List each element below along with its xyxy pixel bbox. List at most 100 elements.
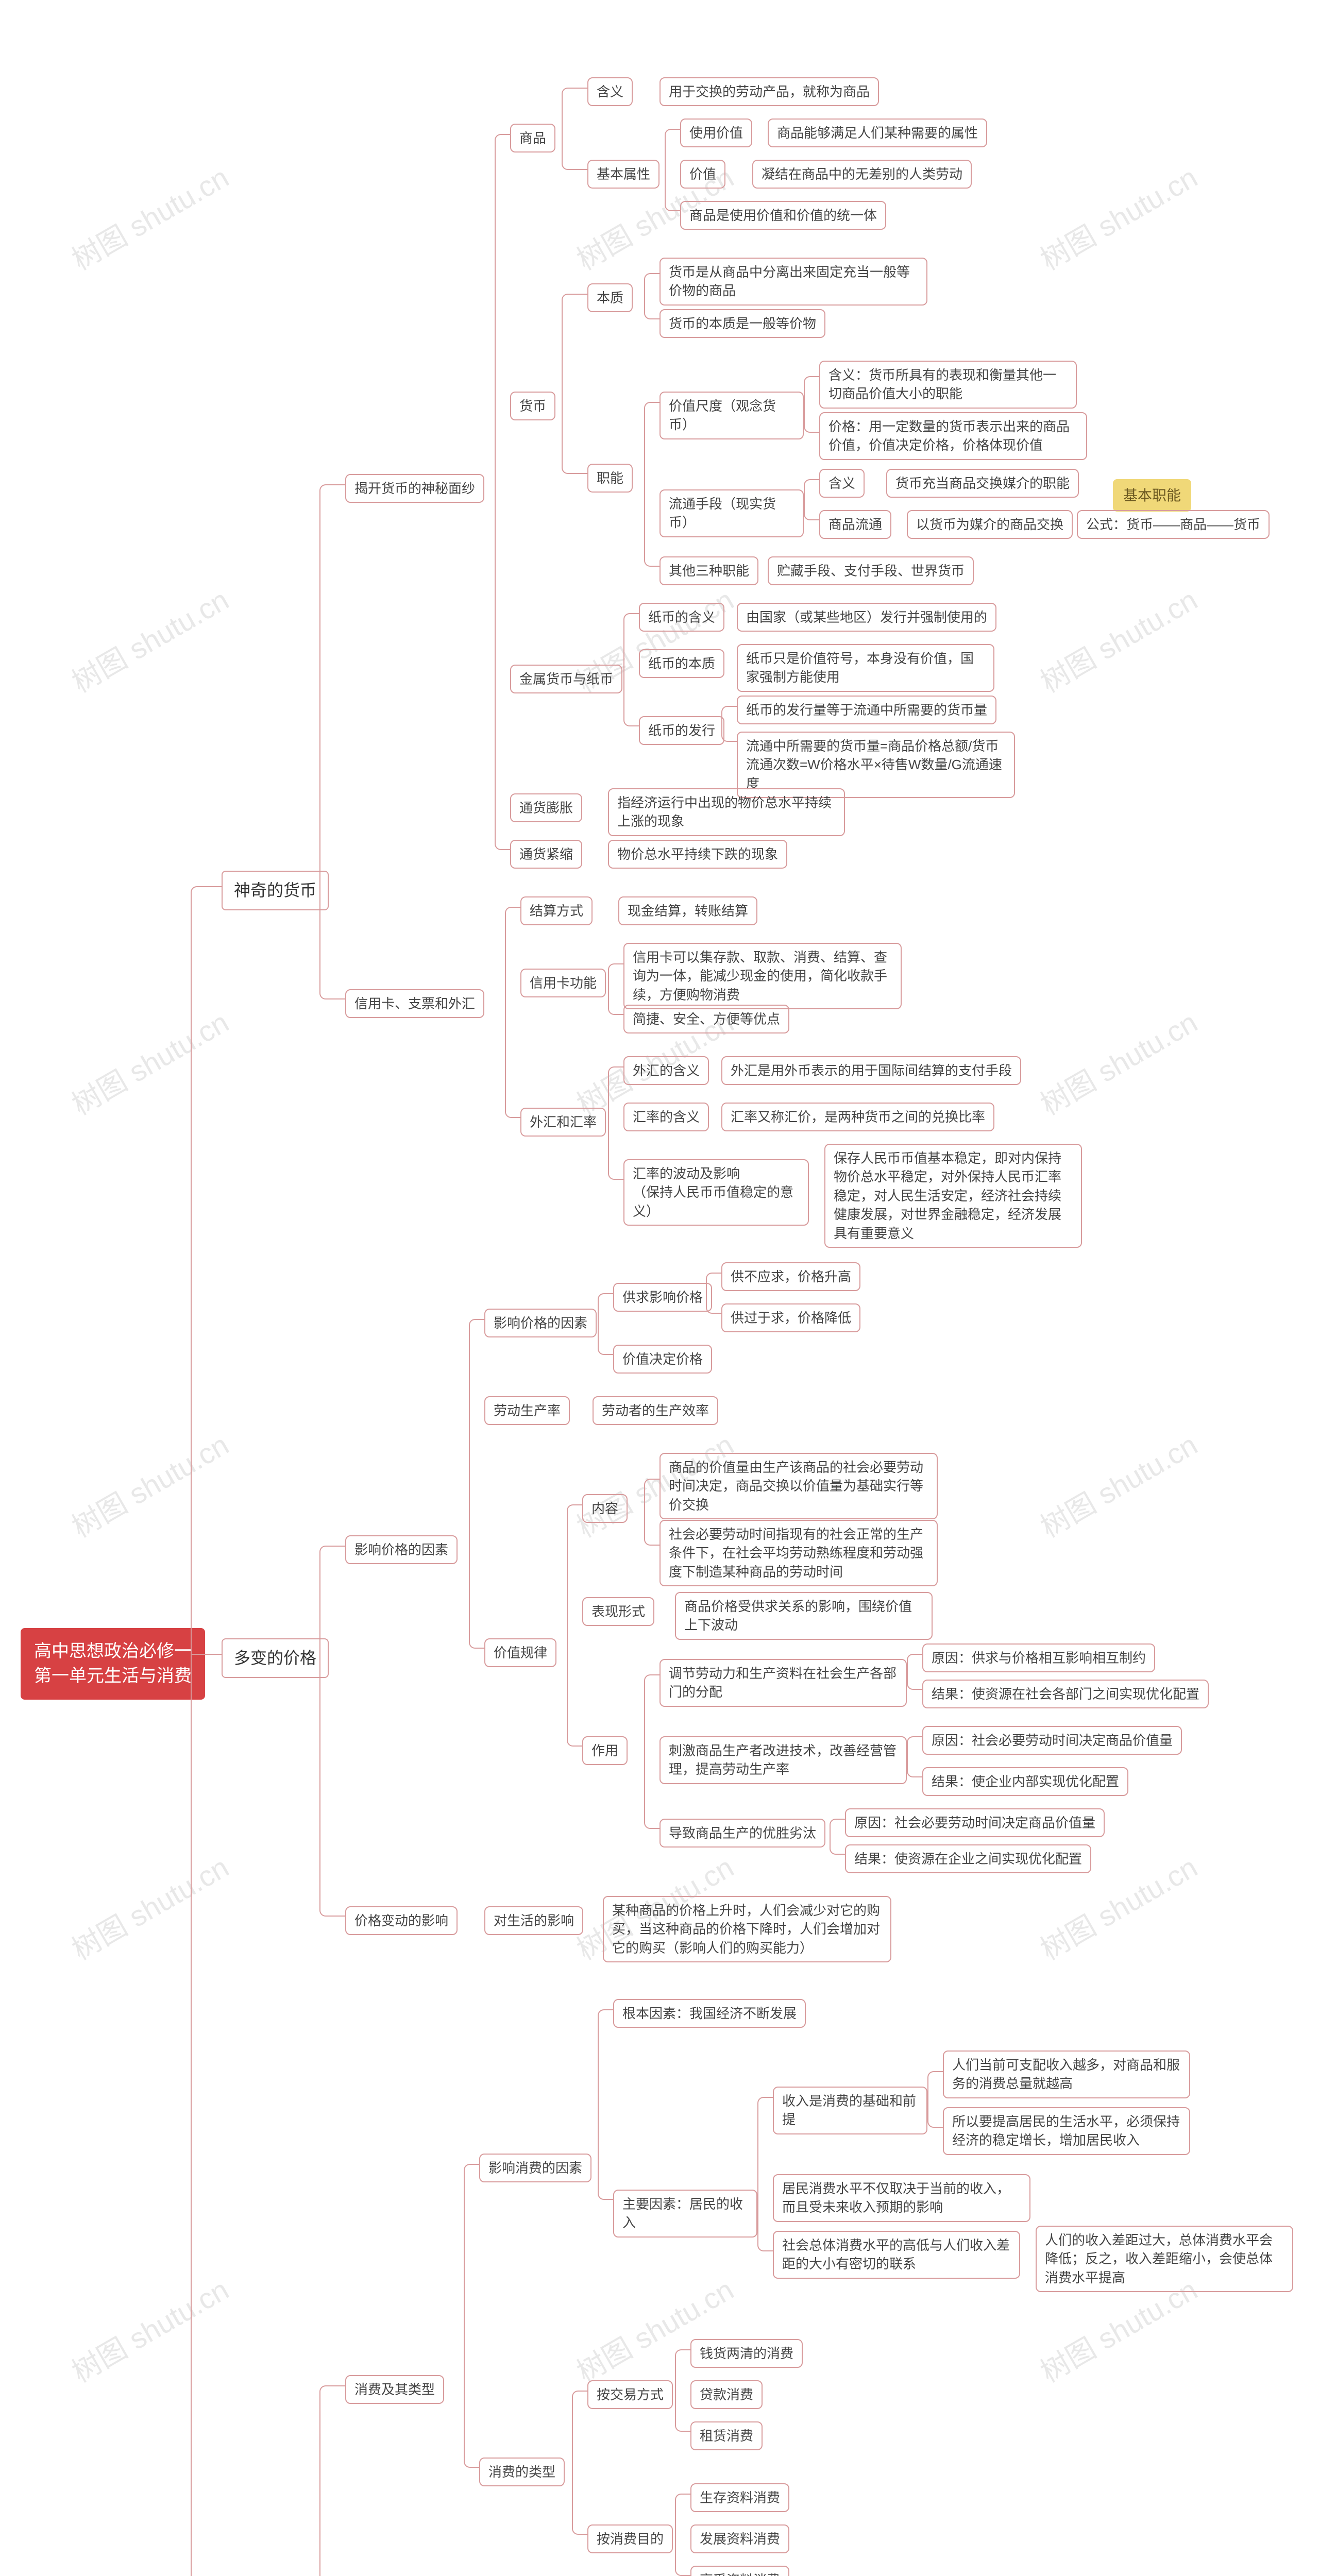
node-value-measure[interactable]: 价值尺度（观念货币） [660,392,804,439]
leaf-purpose-2: 发展资料消费 [690,2524,789,2553]
node-settle[interactable]: 结算方式 [520,896,593,925]
edge [567,1504,582,1747]
node-commodity-def[interactable]: 含义 [587,77,633,106]
node-paper-def[interactable]: 纸币的含义 [639,603,724,632]
leaf-essence-2: 货币的本质是一般等价物 [660,309,825,338]
leaf-future-income: 居民消费水平不仅取决于当前的收入，而且受未来收入预期的影响 [773,2174,1030,2222]
node-by-purpose[interactable]: 按消费目的 [587,2524,673,2553]
node-value[interactable]: 价值 [680,160,725,189]
leaf-productivity: 劳动者的生产效率 [593,1396,718,1425]
node-form[interactable]: 表现形式 [582,1597,654,1626]
node-value-law[interactable]: 价值规律 [484,1638,556,1667]
edge [804,479,819,520]
leaf-credit-2: 简捷、安全、方便等优点 [623,1005,789,1033]
mindmap-container: 树图 shutu.cn 树图 shutu.cn 树图 shutu.cn 树图 s… [0,0,1319,2576]
node-productivity[interactable]: 劳动生产率 [484,1396,570,1425]
node-essence[interactable]: 本质 [587,283,633,312]
node-deflation[interactable]: 通货紧缩 [510,840,582,869]
leaf-effect-3b: 结果：使资源在企业之间实现优化配置 [845,1844,1091,1873]
node-metal-paper[interactable]: 金属货币与纸币 [510,665,622,693]
node-factors-inner[interactable]: 影响价格的因素 [484,1309,597,1337]
node-cons-factors[interactable]: 影响消费的因素 [479,2154,591,2182]
node-commodity-circ[interactable]: 商品流通 [819,510,891,539]
leaf-vm-2: 价格：用一定数量的货币表示出来的商品价值，价值决定价格，价格体现价值 [819,412,1087,460]
leaf-deflation: 物价总水平持续下跌的现象 [608,840,787,869]
node-life-impact[interactable]: 对生活的影响 [484,1906,583,1935]
node-cons-category[interactable]: 消费的类型 [479,2458,565,2486]
node-by-trade[interactable]: 按交易方式 [587,2380,673,2409]
leaf-content-2: 社会必要劳动时间指现有的社会正常的生产条件下，在社会平均劳动熟练程度和劳动强度下… [660,1520,938,1586]
edge [644,273,660,319]
leaf-income-gap: 人们的收入差距过大，总体消费水平会降低；反之，收入差距缩小，会使总体消费水平提高 [1036,2226,1293,2292]
node-effect[interactable]: 作用 [582,1736,628,1765]
leaf-commodity-def: 用于交换的劳动产品，就称为商品 [660,77,879,106]
node-circ-def[interactable]: 含义 [819,469,865,498]
edge [464,2164,479,2468]
node-commodity[interactable]: 商品 [510,124,555,152]
watermark: 树图 shutu.cn [63,155,235,279]
watermark: 树图 shutu.cn [1031,1000,1204,1124]
edge [665,129,680,211]
node-paper-issue[interactable]: 纸币的发行 [639,716,724,745]
leaf-effect-2a: 原因：社会必要劳动时间决定商品价值量 [922,1726,1182,1755]
edge [608,1066,623,1180]
leaf-unity: 商品是使用价值和价值的统一体 [680,201,886,230]
node-money[interactable]: 货币 [510,392,555,420]
node-unveil-currency[interactable]: 揭开货币的神秘面纱 [345,474,484,503]
node-income-basis[interactable]: 收入是消费的基础和前提 [773,2087,927,2134]
edge [319,484,345,999]
leaf-issue-1: 纸币的发行量等于流通中所需要的货币量 [737,696,996,724]
edge [644,1479,660,1546]
node-circulation[interactable]: 流通手段（现实货币） [660,489,804,537]
edge [644,1674,660,1829]
leaf-effect-3a: 原因：社会必要劳动时间决定商品价值量 [845,1808,1105,1837]
edge [191,1654,222,1655]
node-use-value[interactable]: 使用价值 [680,118,752,147]
leaf-income-2: 所以要提高居民的生活水平，必须保持经济的稳定增长，增加居民收入 [943,2107,1190,2155]
node-price-impact[interactable]: 价格变动的影响 [345,1906,458,1935]
node-forex-def[interactable]: 外汇的含义 [623,1056,709,1085]
node-effect-2[interactable]: 刺激商品生产者改进技术，改善经营管理，提高劳动生产率 [660,1736,907,1784]
node-function[interactable]: 职能 [587,464,633,493]
node-effect-1[interactable]: 调节劳动力和生产资料在社会生产各部门的分配 [660,1659,907,1707]
node-basic-attr[interactable]: 基本属性 [587,160,660,189]
edge [757,2097,773,2251]
edge [469,1319,484,1649]
leaf-commodity-circ: 以货币为媒介的商品交换 [907,510,1073,539]
leaf-trade-3: 租赁消费 [690,2421,763,2450]
node-forex[interactable]: 外汇和汇率 [520,1108,606,1137]
node-main-factor[interactable]: 主要因素：居民的收入 [613,2190,757,2238]
leaf-essence-1: 货币是从商品中分离出来固定充当一般等价物的商品 [660,258,927,306]
node-credit-forex[interactable]: 信用卡、支票和外汇 [345,989,484,1018]
leaf-value: 凝结在商品中的无差别的人类劳动 [752,160,972,189]
node-inflation[interactable]: 通货膨胀 [510,793,582,822]
edge [804,376,819,433]
leaf-inflation: 指经济运行中出现的物价总水平持续上涨的现象 [608,788,845,836]
leaf-effect-1b: 结果：使资源在社会各部门之间实现优化配置 [922,1680,1209,1708]
node-supply-demand[interactable]: 供求影响价格 [613,1283,712,1312]
node-price-factors[interactable]: 影响价格的因素 [345,1535,458,1564]
leaf-sd-2: 供过于求，价格降低 [721,1303,860,1332]
node-other-func[interactable]: 其他三种职能 [660,556,758,585]
section-price[interactable]: 多变的价格 [222,1638,329,1678]
leaf-sd-1: 供不应求，价格升高 [721,1262,860,1291]
highlight-note: 基本职能 [1113,479,1191,512]
leaf-trade-1: 钱货两清的消费 [690,2339,803,2368]
leaf-rate-def: 汇率又称汇价，是两种货币之间的兑换比率 [721,1103,994,1131]
edge [675,2494,690,2576]
node-content[interactable]: 内容 [582,1494,628,1523]
leaf-purpose-1: 生存资料消费 [690,2483,789,2512]
node-cons-types[interactable]: 消费及其类型 [345,2375,444,2404]
node-effect-3[interactable]: 导致商品生产的优胜劣汰 [660,1819,825,1848]
node-rate-def[interactable]: 汇率的含义 [623,1103,709,1131]
node-paper-essence[interactable]: 纸币的本质 [639,649,724,678]
node-rate-fluctuation[interactable]: 汇率的波动及影响 （保持人民币币值稳定的意义） [623,1159,809,1226]
leaf-forex-def: 外汇是用外币表示的用于国际间结算的支付手段 [721,1056,1021,1085]
edge [830,1819,845,1855]
leaf-effect-1a: 原因：供求与价格相互影响相互制约 [922,1643,1155,1672]
section-currency[interactable]: 神奇的货币 [222,871,329,910]
node-credit-func[interactable]: 信用卡功能 [520,969,606,997]
node-income-gap[interactable]: 社会总体消费水平的高低与人们收入差距的大小有密切的联系 [773,2231,1020,2279]
root-node[interactable]: 高中思想政治必修一 第一单元生活与消费 [21,1628,205,1700]
watermark: 树图 shutu.cn [1031,578,1204,701]
